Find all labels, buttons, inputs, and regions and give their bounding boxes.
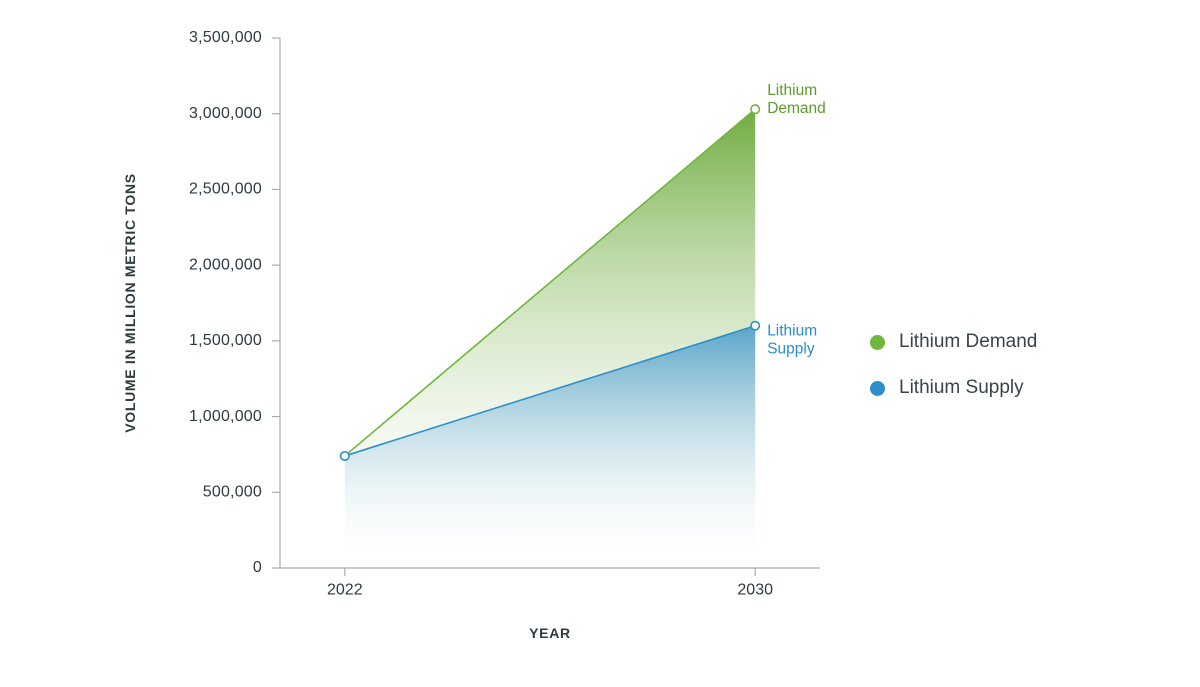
legend: Lithium Demand Lithium Supply (870, 325, 1037, 405)
chart-container: 0 500,000 1,000,000 1,500,000 2,000,000 2,500… (0, 0, 1200, 687)
y-tick-label: 3,000,000 (189, 105, 262, 122)
x-axis-title: YEAR (529, 625, 571, 641)
legend-item-demand: Lithium Demand (870, 325, 1037, 359)
x-tick-label: 2030 (737, 581, 773, 598)
y-tick-label: 500,000 (203, 484, 262, 501)
series-inline-label-supply: LithiumSupply (767, 323, 817, 358)
legend-dot-demand (870, 335, 885, 350)
x-tick-label: 2022 (327, 581, 363, 598)
legend-item-supply: Lithium Supply (870, 371, 1037, 405)
y-tick-label: 1,500,000 (189, 332, 262, 349)
legend-label-supply: Lithium Supply (899, 377, 1024, 399)
y-axis-title: VOLUME IN MILLION METRIC TONS (122, 173, 138, 433)
y-tick-label: 2,500,000 (189, 181, 262, 198)
y-tick-label: 1,000,000 (189, 408, 262, 425)
y-tick-label: 0 (253, 559, 262, 576)
legend-label-demand: Lithium Demand (899, 331, 1037, 353)
series-marker-supply (341, 452, 349, 460)
series-inline-label-demand: LithiumDemand (767, 82, 826, 117)
y-tick-label: 2,000,000 (189, 256, 262, 273)
y-tick-label: 3,500,000 (189, 29, 262, 46)
series-marker-supply (751, 322, 759, 330)
legend-dot-supply (870, 381, 885, 396)
series-marker-demand (751, 105, 759, 113)
